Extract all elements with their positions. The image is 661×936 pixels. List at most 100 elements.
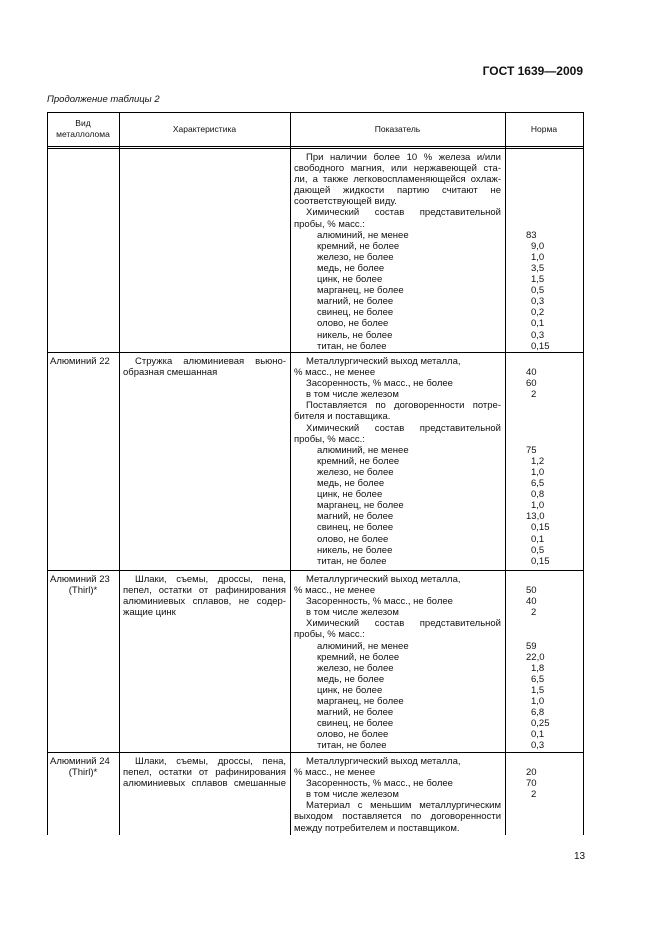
column-header-indicator: Показатель xyxy=(290,112,505,146)
indicator-text: % масс., не менее xyxy=(294,367,376,379)
norm-value: 0,25 xyxy=(531,718,550,730)
indicator-text: кремний, не более xyxy=(317,455,400,467)
indicator-line: титан, не более 0,15 xyxy=(294,556,550,567)
indicator-text: титан, не более xyxy=(317,740,387,752)
norm-value: 0,15 xyxy=(531,340,550,352)
characteristic-line: жащие цинк xyxy=(123,607,176,619)
norm-value: 6,5 xyxy=(531,673,545,685)
norm-value: 0,5 xyxy=(531,285,545,297)
indicator-text: кремний, не более xyxy=(317,240,400,252)
indicator-text: пробы, % масс.: xyxy=(294,433,365,445)
row-divider xyxy=(47,352,584,353)
indicator-line: никель, не более 0,5 xyxy=(294,544,544,556)
characteristic-cell: Стружка алюминиевая вьюно-образная смеша… xyxy=(123,356,286,378)
indicator-text: олово, не более xyxy=(317,729,389,741)
indicator-line: магний, не более 0,3 xyxy=(294,296,544,307)
scrap-kind-text: Алюминий 24 xyxy=(50,756,110,767)
table-border xyxy=(47,112,48,835)
indicator-line: кремний, не более 9,0 xyxy=(294,240,544,252)
indicator-line: железо, не более 1,0 xyxy=(294,466,544,478)
indicator-text: Засоренность, % масс., не более xyxy=(306,596,453,608)
indicator-line: пробы, % масс.: xyxy=(294,434,501,445)
table-caption: Продолжение таблицы 2 xyxy=(47,94,160,105)
norm-value: 6,8 xyxy=(531,707,545,719)
indicator-line: пробы, % масс.: xyxy=(294,629,501,640)
norm-value: 0,3 xyxy=(531,296,545,308)
indicator-text: Химический состав представительной xyxy=(306,207,501,219)
page-number: 13 xyxy=(574,851,586,862)
indicator-text: свинец, не более xyxy=(317,522,394,534)
indicator-text: в том числе железом xyxy=(306,607,399,619)
characteristic-cell: Шлаки, съемы, дроссы, пена, пепел, остатк… xyxy=(123,574,286,618)
header-divider xyxy=(47,146,584,147)
norm-value: 60 xyxy=(526,378,537,390)
indicator-text: между потребителем и поставщиком. xyxy=(294,822,460,834)
characteristic-line: пепел, остатки от рафинирования xyxy=(123,585,286,597)
indicator-text: титан, не более xyxy=(317,340,387,352)
norm-value: 1,0 xyxy=(531,500,545,512)
characteristic-line: Шлаки, съемы, дроссы, пена, xyxy=(135,574,286,585)
norm-value: 2 xyxy=(531,389,537,401)
indicator-text: Металлургический выход металла, xyxy=(306,356,461,367)
norm-value: 70 xyxy=(526,778,537,790)
indicator-text: свинец, не более xyxy=(317,307,394,319)
indicator-text: никель, не более xyxy=(317,544,393,556)
indicator-line: железо, не более 1,0 xyxy=(294,251,544,263)
scrap-kind-cell: Алюминий 24 (Thirl)* xyxy=(50,756,116,778)
header-line: Норма xyxy=(530,123,558,134)
indicator-text: ли, а также легковоспламеняющейся охлаж- xyxy=(294,174,501,186)
indicator-line: дающей жидкости партию считают не xyxy=(294,185,501,196)
indicator-text: железо, не более xyxy=(317,662,394,674)
norm-value: 9,0 xyxy=(531,240,545,252)
indicator-text: алюминий, не менее xyxy=(317,444,409,456)
norm-value: 20 xyxy=(526,767,537,779)
indicator-text: марганец, не более xyxy=(317,285,404,297)
column-header-norm: Норма xyxy=(505,112,583,146)
indicator-text: выходом поставляется по договоренности xyxy=(294,811,501,823)
indicator-line: % масс., не менее 40 xyxy=(294,367,537,379)
indicator-line: При наличии более 10 % железа и/или xyxy=(294,152,501,163)
indicator-text: железо, не более xyxy=(317,251,394,263)
indicator-line: марганец, не более 1,0 xyxy=(294,500,544,512)
norm-value: 0,1 xyxy=(531,533,545,545)
norm-value: 0,15 xyxy=(531,522,550,534)
indicator-line: бителя и поставщика. xyxy=(294,411,501,422)
indicator-line: магний, не более 6,8 xyxy=(294,707,544,719)
indicator-text: соответствующей виду. xyxy=(294,196,397,208)
indicator-text: марганец, не более xyxy=(317,696,404,708)
indicator-line: медь, не более 6,5 xyxy=(294,478,544,489)
indicator-text: магний, не более xyxy=(317,707,394,719)
norm-value: 75 xyxy=(526,444,537,456)
indicator-text: медь, не более xyxy=(317,262,385,274)
column-divider xyxy=(290,112,291,835)
indicator-line: кремний, не более 22,0 xyxy=(294,652,545,663)
indicator-line: % масс., не менее 50 xyxy=(294,585,537,596)
norm-value: 0,3 xyxy=(531,329,545,341)
scrap-kind-text: (Thirl)* xyxy=(68,767,98,779)
indicator-line: железо, не более 1,8 xyxy=(294,662,544,674)
indicator-text: марганец, не более xyxy=(317,500,404,512)
indicator-text: свинец, не более xyxy=(317,718,394,730)
indicator-text: дающей жидкости партию считают не xyxy=(294,185,501,197)
indicator-text: свободного магния, или нержавеющей ста- xyxy=(294,163,501,175)
indicator-line: между потребителем и поставщиком. xyxy=(294,823,501,834)
indicator-cell: При наличии более 10 % железа и/или свобо… xyxy=(294,152,550,352)
indicator-text: медь, не более xyxy=(317,673,385,685)
indicator-text: При наличии более 10 % железа и/или xyxy=(306,152,501,163)
indicator-line: Химический состав представительной xyxy=(294,423,501,434)
characteristic-line: образная смешанная xyxy=(123,367,218,379)
indicator-text: цинк, не более xyxy=(317,274,383,286)
indicator-text: Металлургический выход металла, xyxy=(306,756,461,767)
norm-value: 59 xyxy=(526,640,537,652)
header-divider xyxy=(47,148,584,149)
indicator-line: % масс., не менее 20 xyxy=(294,767,537,778)
characteristic-line: Шлаки, съемы, дроссы, пена, xyxy=(135,756,286,767)
indicator-text: Поставляется по договоренности потре- xyxy=(306,400,501,412)
norm-value: 3,5 xyxy=(531,262,545,274)
indicator-line: медь, не более 3,5 xyxy=(294,262,544,274)
indicator-line: кремний, не более 1,2 xyxy=(294,455,544,467)
norm-value: 6,5 xyxy=(531,478,545,490)
indicator-line: титан, не более 0,15 xyxy=(294,340,550,352)
indicator-text: железо, не более xyxy=(317,466,394,478)
indicator-line: выходом поставляется по договоренности xyxy=(294,811,501,822)
